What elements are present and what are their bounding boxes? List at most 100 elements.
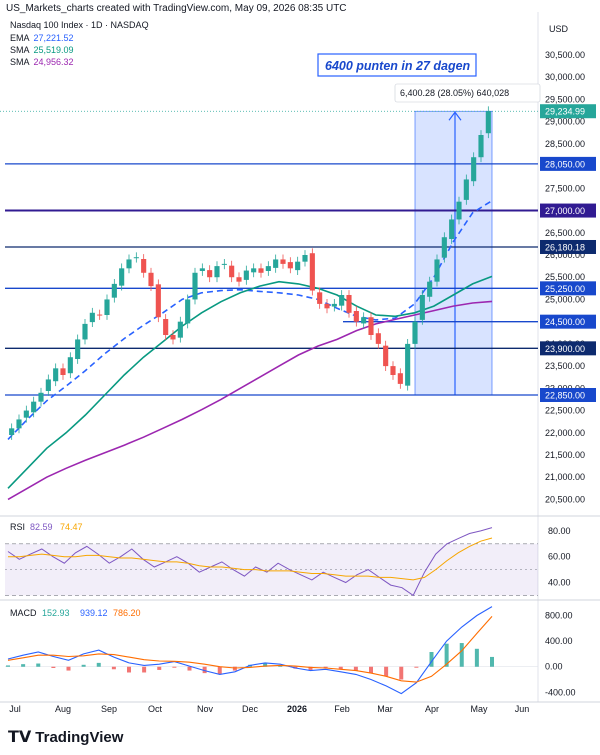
- candle-body: [23, 410, 29, 418]
- x-tick-label: Aug: [55, 704, 71, 714]
- candle-body: [339, 295, 345, 306]
- macd-hist-bar: [21, 664, 26, 667]
- level-label: 28,050.00: [545, 159, 585, 169]
- last-price-tag: [540, 104, 596, 119]
- macd-hist-bar: [459, 643, 464, 667]
- candle-body: [170, 335, 176, 340]
- candle-body: [185, 299, 191, 324]
- candle-body: [265, 266, 271, 271]
- candle-body: [353, 311, 359, 322]
- rsi-title: RSI: [10, 522, 25, 532]
- legend-sma-fast: SMA 25,519.09: [10, 45, 74, 55]
- currency-label: USD: [549, 24, 569, 34]
- macd-hist-bar: [172, 666, 177, 668]
- macd-hist-bar: [429, 652, 434, 667]
- macd-hist-bar: [232, 666, 237, 671]
- rsi-value: 82.59: [30, 522, 53, 532]
- candle-body: [361, 317, 367, 324]
- candle-body: [375, 333, 381, 344]
- tradingview-logo: 𝗧𝗩 TradingView: [8, 727, 123, 747]
- candle-body: [60, 368, 66, 375]
- level-tag: [540, 203, 596, 218]
- macd-hist-bar: [384, 666, 389, 677]
- y-tick-label: 29,500.00: [545, 94, 585, 104]
- x-tick-label: May: [470, 704, 488, 714]
- candle-body: [126, 259, 132, 269]
- candle-body: [82, 323, 88, 340]
- candle-body: [155, 284, 161, 318]
- macd-hist-bar: [202, 666, 207, 674]
- rsi-y-tick: 40.00: [548, 578, 571, 588]
- candle-body: [207, 270, 213, 278]
- candle-body: [463, 179, 469, 200]
- macd-hist-bar: [187, 666, 192, 671]
- candle-body: [302, 255, 308, 262]
- x-tick-label: Dec: [242, 704, 259, 714]
- macd-hist-bar: [399, 666, 404, 680]
- x-tick-label: Jul: [9, 704, 21, 714]
- y-tick-label: 23,500.00: [545, 361, 585, 371]
- ma-line: [7, 200, 493, 440]
- macd-hist-bar: [414, 666, 419, 668]
- macd-y-tick: 800.00: [545, 611, 573, 621]
- candle-body: [119, 268, 125, 286]
- attribution-text: US_Markets_charts created with TradingVi…: [6, 3, 347, 14]
- rsi-y-tick: 80.00: [548, 526, 571, 536]
- candle-body: [346, 295, 352, 313]
- candle-body: [280, 259, 286, 264]
- legend-sma-fast-name: SMA: [10, 45, 30, 55]
- candle-body: [199, 268, 205, 271]
- candle-body: [383, 345, 389, 367]
- measure-arrowhead: [448, 111, 462, 121]
- macd-y-tick: 0.00: [545, 662, 563, 672]
- level-label: 25,250.00: [545, 284, 585, 294]
- candle-body: [251, 268, 257, 273]
- macd-hist-bar: [96, 662, 101, 667]
- candle-body: [236, 277, 242, 282]
- candle-body: [177, 321, 183, 338]
- rsi-y-tick: 60.00: [548, 552, 571, 562]
- y-tick-label: 27,500.00: [545, 183, 585, 193]
- candle-body: [163, 319, 169, 335]
- x-tick-label: Nov: [197, 704, 214, 714]
- x-tick-label: Apr: [425, 704, 439, 714]
- measure-label-box: [394, 83, 541, 103]
- macd-hist-bar: [157, 666, 162, 670]
- y-tick-label: 26,500.00: [545, 228, 585, 238]
- candle-body: [295, 261, 301, 271]
- macd-hist-bar: [66, 666, 71, 671]
- macd-hist-bar: [6, 665, 10, 667]
- candle-body: [397, 373, 403, 384]
- macd-line: [7, 606, 493, 695]
- y-tick-label: 28,500.00: [545, 139, 585, 149]
- macd-value: 939.12: [80, 608, 108, 618]
- legend-ema: EMA 27,221.52: [10, 33, 74, 43]
- macd-hist-bar: [308, 666, 313, 670]
- macd-hist-bar: [444, 643, 449, 667]
- candle-body: [258, 268, 264, 273]
- candle-body: [324, 303, 330, 309]
- candle-body: [317, 292, 323, 304]
- candle-body: [104, 299, 110, 315]
- y-tick-label: 26,000.00: [545, 250, 585, 260]
- candle-body: [133, 257, 139, 259]
- level-tag: [540, 156, 596, 171]
- candle-body: [38, 392, 44, 402]
- candle-body: [89, 312, 95, 323]
- x-tick-label: Sep: [101, 704, 117, 714]
- y-tick-label: 22,500.00: [545, 406, 585, 416]
- tradingview-mark-icon: 𝗧𝗩: [8, 729, 32, 746]
- brand-name: TradingView: [35, 729, 124, 746]
- ma-line: [7, 275, 493, 489]
- legend-sma-fast-value: 25,519.09: [33, 45, 74, 55]
- candle-body: [478, 135, 484, 158]
- legend-sma-slow-name: SMA: [10, 57, 30, 67]
- level-label: 22,850.00: [545, 391, 585, 401]
- candle-body: [221, 263, 227, 265]
- y-tick-label: 21,500.00: [545, 450, 585, 460]
- rsi-ma-value: 74.47: [60, 522, 83, 532]
- macd-hist-bar: [127, 666, 131, 673]
- candle-body: [214, 266, 220, 278]
- candle-body: [331, 303, 337, 307]
